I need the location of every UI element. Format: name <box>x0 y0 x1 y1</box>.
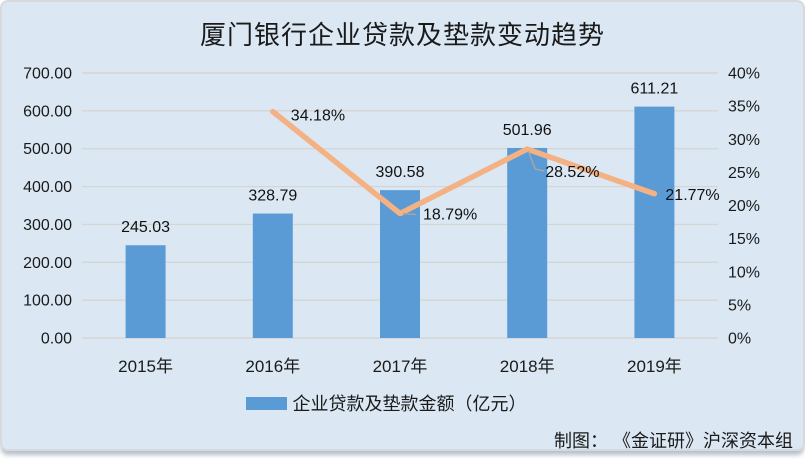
right-axis-tick-label: 0% <box>728 331 751 348</box>
right-axis-tick-label: 40% <box>728 66 760 83</box>
line-value-label: 28.52% <box>545 164 599 181</box>
right-axis-tick-label: 5% <box>728 297 751 314</box>
line-value-label: 34.18% <box>291 108 345 125</box>
bar-value-label: 245.03 <box>121 219 170 236</box>
right-axis-tick-label: 15% <box>728 231 760 248</box>
bar-value-label: 328.79 <box>248 188 297 205</box>
right-axis-tick-label: 35% <box>728 99 760 116</box>
chart-legend: 企业贷款及垫款金额（亿元） <box>2 390 771 416</box>
line-value-label: 21.77% <box>665 187 719 204</box>
left-axis-tick-label: 0.00 <box>41 331 72 348</box>
left-axis-tick-label: 500.00 <box>23 141 72 158</box>
right-axis-tick-label: 20% <box>728 198 760 215</box>
bar-value-label: 611.21 <box>631 81 679 98</box>
right-axis-tick-label: 30% <box>728 132 760 149</box>
bar-2019年 <box>634 106 675 338</box>
left-axis-tick-label: 100.00 <box>23 293 72 310</box>
label-leader-line <box>402 212 417 216</box>
x-axis-label: 2017年 <box>373 357 428 376</box>
attribution-text: 制图： 《金证研》沪深资本组 <box>554 431 793 451</box>
x-axis-label: 2015年 <box>118 357 173 376</box>
right-axis-tick-label: 25% <box>728 165 760 182</box>
x-axis-label: 2016年 <box>245 357 300 376</box>
chart-title: 厦门银行企业贷款及垫款变动趋势 <box>199 20 605 50</box>
bar-value-label: 501.96 <box>503 122 552 139</box>
x-axis-label: 2018年 <box>500 357 555 376</box>
bar-2018年 <box>507 147 548 338</box>
bar-2015年 <box>125 245 166 338</box>
growth-rate-line <box>270 108 658 217</box>
bar-value-label: 390.58 <box>376 164 425 181</box>
line-value-label: 18.79% <box>423 207 477 224</box>
left-axis-tick-label: 700.00 <box>23 66 72 83</box>
left-axis-tick-label: 200.00 <box>23 255 72 272</box>
right-axis-tick-label: 10% <box>728 264 760 281</box>
left-axis-tick-label: 600.00 <box>23 103 72 120</box>
left-axis-tick-label: 300.00 <box>23 217 72 234</box>
legend-label: 企业贷款及垫款金额（亿元） <box>292 394 527 414</box>
label-leader-line <box>527 150 545 172</box>
x-axis-label: 2019年 <box>627 357 682 376</box>
bar-2016年 <box>252 213 293 338</box>
left-axis-tick-label: 400.00 <box>23 179 72 196</box>
legend-swatch-bar-series <box>246 396 288 410</box>
